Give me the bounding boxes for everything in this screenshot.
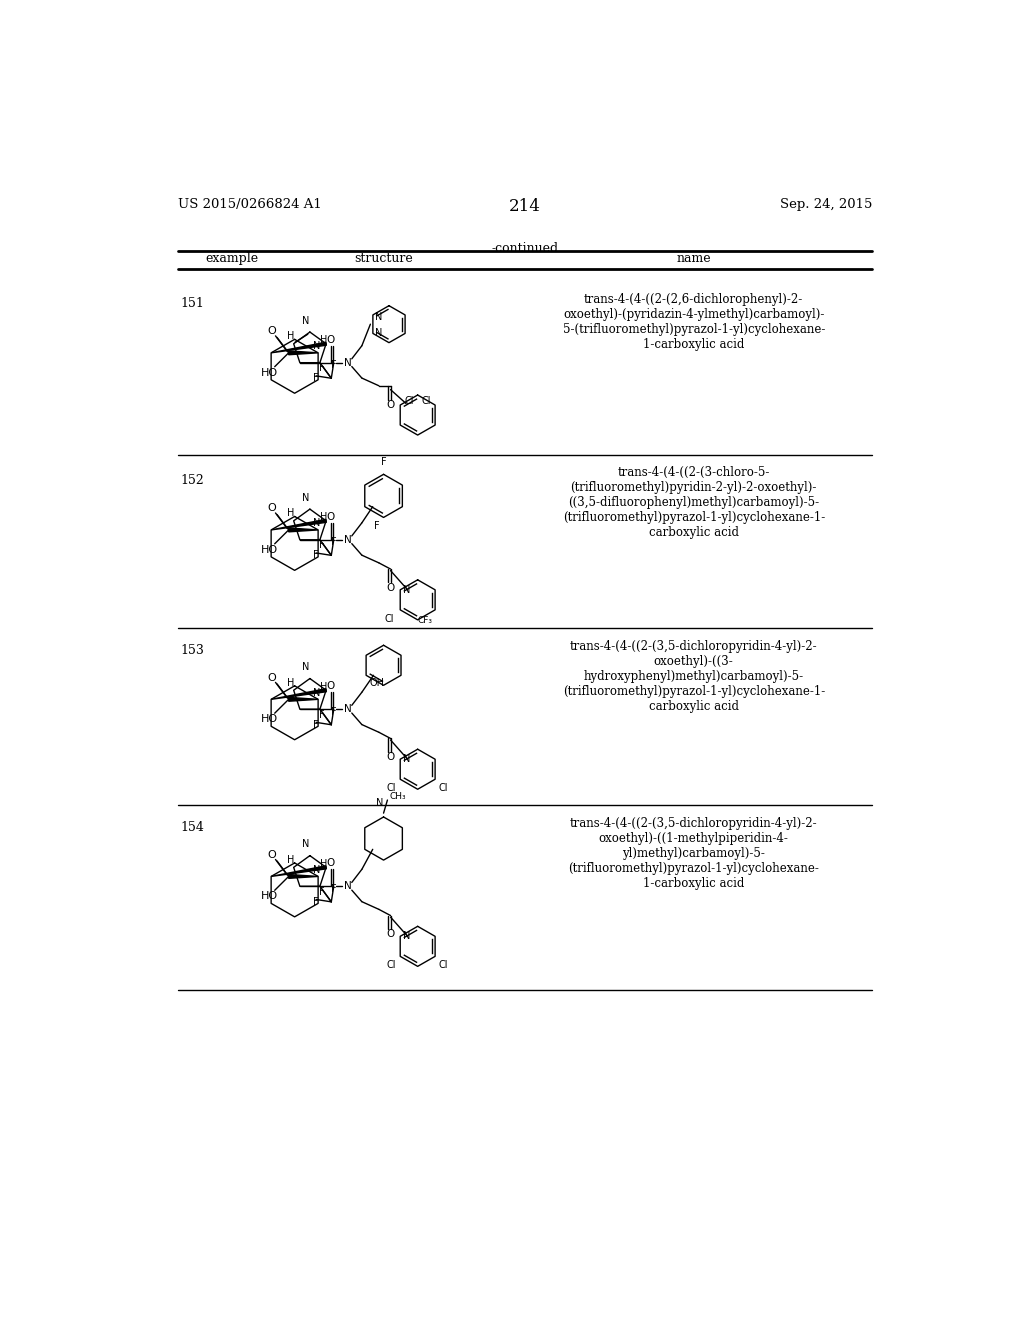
Text: N: N bbox=[375, 313, 383, 322]
Text: H: H bbox=[321, 681, 328, 692]
Text: HO: HO bbox=[261, 545, 278, 554]
Text: N: N bbox=[302, 840, 309, 850]
Text: O: O bbox=[267, 326, 276, 337]
Text: F: F bbox=[331, 884, 337, 894]
Text: N: N bbox=[344, 704, 352, 714]
Text: F: F bbox=[313, 719, 318, 730]
Text: HO: HO bbox=[261, 714, 278, 725]
Text: F: F bbox=[381, 457, 386, 467]
Text: US 2015/0266824 A1: US 2015/0266824 A1 bbox=[178, 198, 323, 211]
Text: H: H bbox=[287, 677, 294, 688]
Text: O: O bbox=[386, 752, 394, 762]
Text: HO: HO bbox=[261, 891, 278, 902]
Text: F: F bbox=[319, 363, 325, 374]
Text: O: O bbox=[386, 582, 394, 593]
Text: trans-4-(4-((2-(3,5-dichloropyridin-4-yl)-2-
oxoethyl)-((1-methylpiperidin-4-
yl: trans-4-(4-((2-(3,5-dichloropyridin-4-yl… bbox=[568, 817, 819, 890]
Text: 151: 151 bbox=[180, 297, 205, 310]
Text: N: N bbox=[376, 797, 383, 808]
Text: Cl: Cl bbox=[387, 960, 396, 970]
Text: O: O bbox=[327, 681, 335, 692]
Text: N: N bbox=[313, 341, 321, 351]
Polygon shape bbox=[289, 697, 318, 701]
Text: N: N bbox=[344, 535, 352, 545]
Text: N: N bbox=[313, 865, 321, 875]
Polygon shape bbox=[271, 342, 327, 352]
Text: H: H bbox=[287, 508, 294, 519]
Text: F: F bbox=[331, 360, 337, 371]
Text: F: F bbox=[374, 521, 380, 531]
Text: Cl: Cl bbox=[384, 614, 394, 623]
Text: -continued: -continued bbox=[492, 242, 558, 255]
Text: F: F bbox=[313, 374, 318, 383]
Text: O: O bbox=[327, 512, 335, 521]
Text: H: H bbox=[287, 331, 294, 342]
Text: H: H bbox=[321, 335, 328, 345]
Text: HO: HO bbox=[261, 368, 278, 378]
Text: N: N bbox=[375, 329, 383, 338]
Text: H: H bbox=[287, 855, 294, 865]
Text: N: N bbox=[302, 315, 309, 326]
Text: Cl: Cl bbox=[404, 396, 414, 407]
Text: Cl: Cl bbox=[439, 783, 449, 793]
Text: O: O bbox=[267, 850, 276, 859]
Text: Sep. 24, 2015: Sep. 24, 2015 bbox=[779, 198, 872, 211]
Text: O: O bbox=[267, 503, 276, 513]
Text: F: F bbox=[313, 896, 318, 907]
Text: F: F bbox=[319, 710, 325, 719]
Text: Cl: Cl bbox=[422, 396, 431, 407]
Text: example: example bbox=[206, 252, 259, 265]
Text: 153: 153 bbox=[180, 644, 205, 656]
Text: 154: 154 bbox=[180, 821, 205, 834]
Text: name: name bbox=[677, 252, 711, 265]
Text: F: F bbox=[313, 550, 318, 560]
Text: H: H bbox=[321, 512, 328, 523]
Text: CH₃: CH₃ bbox=[390, 792, 407, 801]
Text: O: O bbox=[327, 334, 335, 345]
Polygon shape bbox=[289, 528, 318, 532]
Text: N: N bbox=[344, 882, 352, 891]
Text: Cl: Cl bbox=[387, 783, 396, 793]
Text: F: F bbox=[319, 887, 325, 896]
Text: H: H bbox=[321, 859, 328, 869]
Text: N: N bbox=[313, 519, 321, 528]
Polygon shape bbox=[271, 866, 327, 876]
Text: Cl: Cl bbox=[439, 960, 449, 970]
Text: trans-4-(4-((2-(2,6-dichlorophenyl)-2-
oxoethyl)-(pyridazin-4-ylmethyl)carbamoyl: trans-4-(4-((2-(2,6-dichlorophenyl)-2- o… bbox=[562, 293, 825, 351]
Text: F: F bbox=[319, 540, 325, 550]
Text: F: F bbox=[331, 706, 337, 717]
Text: N: N bbox=[402, 754, 410, 764]
Text: 214: 214 bbox=[509, 198, 541, 215]
Text: N: N bbox=[313, 688, 321, 697]
Polygon shape bbox=[271, 689, 327, 700]
Text: CF₃: CF₃ bbox=[418, 616, 433, 624]
Text: trans-4-(4-((2-(3,5-dichloropyridin-4-yl)-2-
oxoethyl)-((3-
hydroxyphenyl)methyl: trans-4-(4-((2-(3,5-dichloropyridin-4-yl… bbox=[562, 640, 825, 713]
Polygon shape bbox=[271, 519, 327, 529]
Text: F: F bbox=[331, 537, 337, 548]
Text: O: O bbox=[386, 929, 394, 939]
Text: OH: OH bbox=[370, 677, 385, 688]
Text: O: O bbox=[386, 400, 394, 411]
Text: O: O bbox=[327, 858, 335, 869]
Text: trans-4-(4-((2-(3-chloro-5-
(trifluoromethyl)pyridin-2-yl)-2-oxoethyl)-
((3,5-di: trans-4-(4-((2-(3-chloro-5- (trifluorome… bbox=[562, 466, 825, 540]
Text: N: N bbox=[302, 492, 309, 503]
Text: N: N bbox=[302, 663, 309, 672]
Polygon shape bbox=[289, 351, 318, 355]
Text: 152: 152 bbox=[180, 474, 205, 487]
Text: structure: structure bbox=[354, 252, 413, 265]
Text: N: N bbox=[402, 932, 410, 941]
Text: N: N bbox=[344, 358, 352, 368]
Text: N: N bbox=[402, 585, 410, 595]
Polygon shape bbox=[289, 875, 318, 878]
Text: O: O bbox=[267, 673, 276, 682]
